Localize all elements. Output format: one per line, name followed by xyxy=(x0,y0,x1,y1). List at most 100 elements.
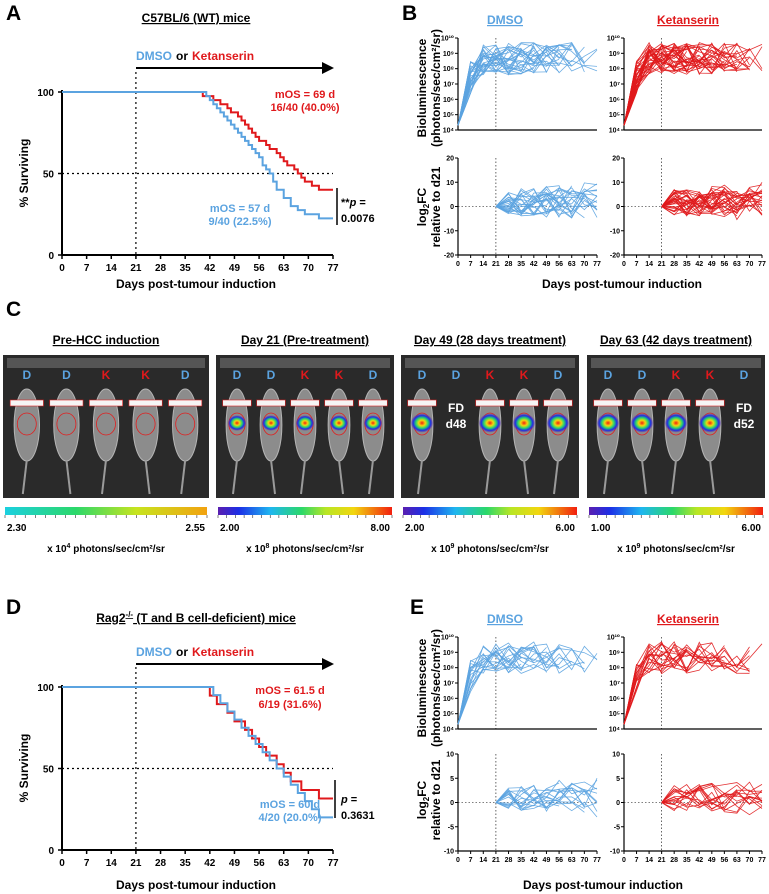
panel-d-p-value: 0.3631 xyxy=(341,810,375,822)
ketanserin-survival-curve xyxy=(62,686,333,800)
y-tick-label: 50 xyxy=(43,765,55,776)
roi-label-box xyxy=(128,399,163,407)
x-tick-label: 21 xyxy=(492,857,500,864)
y-tick-label: 100 xyxy=(37,683,54,694)
animal-trace xyxy=(661,195,750,216)
x-tick-label: 28 xyxy=(505,261,513,268)
colour-scale-bar xyxy=(5,507,207,515)
imaging-platform xyxy=(405,358,575,368)
imaging-platform xyxy=(591,358,761,368)
roi-outline xyxy=(135,412,156,436)
x-tick-label: 35 xyxy=(683,857,691,864)
animal-trace xyxy=(457,645,585,725)
imaging-panel-3: Day 49 (28 days treatment) D D K K D FD d48 2.00… xyxy=(401,333,579,555)
mouse-group-label: D xyxy=(554,368,563,382)
bioluminescence-signal xyxy=(296,415,314,431)
panel-a-label: A xyxy=(6,2,21,25)
roi-label-box xyxy=(49,399,84,407)
roi-label-box xyxy=(407,399,437,407)
x-tick-label: 7 xyxy=(84,263,90,274)
y-tick-label: -5 xyxy=(448,824,454,831)
animal-trace xyxy=(495,187,598,214)
roi-label-box xyxy=(358,399,388,407)
mouse-group-label: K xyxy=(141,368,150,382)
animal-trace xyxy=(623,47,763,126)
panel-a-title: C57BL/6 (WT) mice xyxy=(142,11,251,25)
unit-suffix: photons/sec/cm²/sr xyxy=(454,544,549,555)
y-tick-label: -10 xyxy=(610,849,620,856)
y-tick-label: 20 xyxy=(446,156,454,163)
imaging-platform xyxy=(7,358,205,368)
mouse-group-label: D xyxy=(369,368,378,382)
mouse-tail xyxy=(101,459,107,495)
animal-trace xyxy=(457,641,585,725)
mouse-tail xyxy=(709,459,715,495)
y-tick-label: 0 xyxy=(616,204,620,211)
panel-e-fc-sub: 2 xyxy=(422,796,431,801)
animal-trace xyxy=(661,192,763,215)
imaging-title: Day 49 (28 days treatment) xyxy=(414,333,566,347)
y-tick-label: 10⁸ xyxy=(443,66,454,73)
y-tick-label: 10⁹ xyxy=(609,51,620,58)
mouse-tail xyxy=(21,459,28,495)
roi-label-box xyxy=(543,399,573,407)
animal-trace xyxy=(661,195,738,218)
y-tick-label: 10⁸ xyxy=(609,66,620,73)
y-tick-label: 10¹⁰ xyxy=(441,634,454,642)
panel-a-p-label: **p = xyxy=(341,197,366,209)
panel-a-sig: ** xyxy=(341,197,350,209)
animal-trace xyxy=(661,789,763,816)
animal-trace xyxy=(623,646,750,725)
y-tick-label: 10⁶ xyxy=(609,97,620,104)
y-tick-label: 10¹⁰ xyxy=(441,35,454,43)
unit-exponent: 8 xyxy=(266,543,270,550)
panel-a-ket-count: 16/40 (40.0%) xyxy=(270,102,339,114)
panel-d-title: Rag2-/- (T and B cell-deficient) mice xyxy=(96,610,296,625)
panel-e-ket-title: Ketanserin xyxy=(657,612,719,626)
animal-trace xyxy=(661,784,737,803)
roi-label-box xyxy=(593,399,623,407)
x-tick-label: 14 xyxy=(645,857,653,864)
unit-suffix: photons/sec/cm²/sr xyxy=(269,544,364,555)
animal-trace xyxy=(661,189,763,214)
bioluminescence-signal xyxy=(513,413,535,433)
panel-a-survival-plot: 0 7 14 21 28 35 42 49 56 63 70 77 0 50 100 xyxy=(37,72,339,274)
x-tick-label: 56 xyxy=(555,857,563,864)
panel-b-label: B xyxy=(402,2,417,25)
mouse-tail xyxy=(232,459,238,495)
x-tick-label: 77 xyxy=(758,857,766,864)
fd-day-label: d48 xyxy=(446,417,467,431)
panel-d-dmso-mos: mOS = 60 d xyxy=(260,799,320,811)
panel-d-title-main: Rag2 xyxy=(96,611,126,625)
animal-trace xyxy=(661,783,763,813)
mouse-tail xyxy=(368,459,374,495)
mouse-tail xyxy=(417,459,423,495)
animal-trace xyxy=(495,781,598,804)
panel-b-fc-ylabel-2: relative to d21 xyxy=(429,166,443,247)
roi-label-box xyxy=(89,399,123,407)
mouse-tail xyxy=(270,459,276,495)
x-tick-label: 42 xyxy=(695,857,703,864)
bioluminescence-signal xyxy=(665,413,687,433)
animal-trace xyxy=(457,645,598,725)
unit-prefix: x 10 xyxy=(246,544,266,555)
animal-trace xyxy=(623,643,750,725)
animal-trace xyxy=(495,192,585,219)
panel-d-survival-plot: 0 7 14 21 28 35 42 49 56 63 70 77 0 50 100 xyxy=(37,667,339,869)
y-tick-label: -20 xyxy=(610,253,620,260)
x-tick-label: 14 xyxy=(479,261,487,268)
mouse-tail xyxy=(338,459,344,495)
animal-trace xyxy=(661,188,763,221)
mouse-group-label: D xyxy=(638,368,647,382)
animal-trace xyxy=(661,191,737,212)
x-tick-label: 35 xyxy=(180,858,192,869)
x-tick-label: 28 xyxy=(670,857,678,864)
x-tick-label: 49 xyxy=(543,857,551,864)
mouse-tail xyxy=(300,459,306,495)
roi-label-box xyxy=(290,399,320,407)
y-tick-label: 10⁵ xyxy=(443,112,454,119)
x-tick-label: 14 xyxy=(106,263,118,274)
animal-trace xyxy=(495,789,585,813)
imaging-panel-4: Day 63 (42 days treatment) D D K K D FD d52 1.00… xyxy=(587,333,765,555)
